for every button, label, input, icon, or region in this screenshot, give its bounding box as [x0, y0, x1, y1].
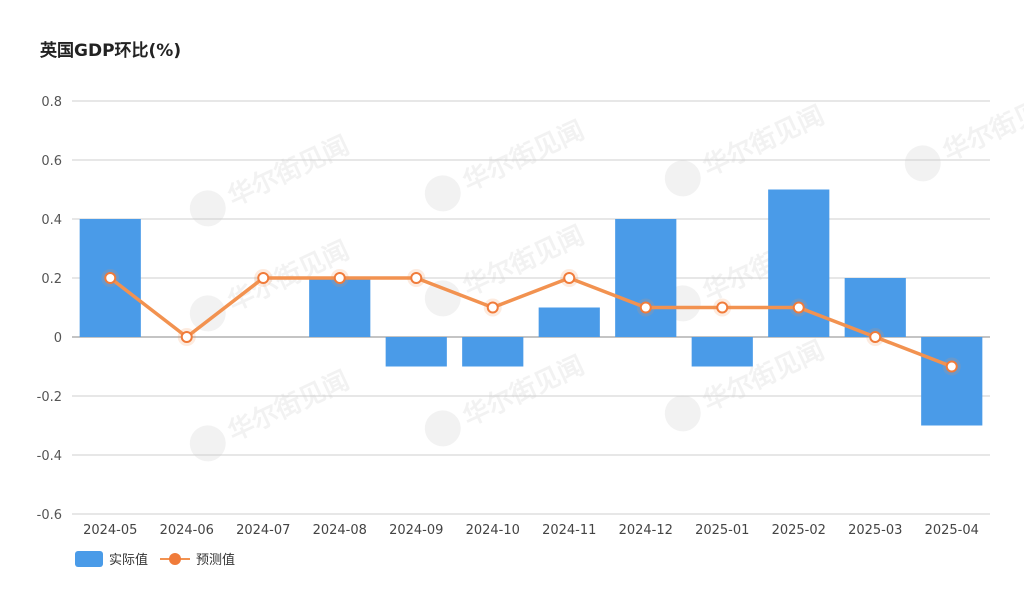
y-tick-label: 0.4 [41, 213, 62, 228]
watermark-logo-icon [904, 145, 941, 182]
y-tick-label: 0.2 [41, 272, 62, 287]
x-tick-label: 2025-02 [772, 523, 826, 538]
watermark-text: 华尔街见闻 [458, 220, 589, 303]
watermark: 华尔街见闻 [904, 85, 1024, 182]
watermark-text: 华尔街见闻 [223, 130, 354, 213]
y-tick-label: 0.8 [41, 95, 62, 110]
legend-item-actual[interactable]: 实际值 [75, 549, 148, 568]
point [792, 301, 805, 314]
x-axis-ticks: 2024-05 2024-06 2024-07 2024-08 2024-09 2024-… [83, 523, 979, 538]
watermark-text: 华尔街见闻 [223, 365, 354, 448]
legend: 实际值 预测值 [75, 549, 247, 568]
bar [538, 307, 600, 337]
bar [309, 278, 371, 337]
watermark-logo-icon [189, 425, 226, 462]
watermark-logo-icon [189, 190, 226, 227]
x-tick-label: 2025-01 [695, 523, 749, 538]
point [639, 301, 652, 314]
point [333, 272, 346, 284]
legend-item-forecast[interactable]: 预测值 [160, 549, 235, 568]
point [869, 331, 882, 343]
y-axis-ticks: 0.8 0.6 0.4 0.2 0 -0.2 -0.4 -0.6 [37, 95, 62, 523]
watermark-logo-icon [424, 280, 461, 317]
y-tick-label: -0.6 [37, 508, 62, 523]
bar [615, 219, 677, 337]
x-tick-label: 2024-11 [542, 523, 596, 538]
bar [385, 337, 447, 367]
bar-swatch-icon [75, 550, 103, 567]
watermark-text: 华尔街见闻 [458, 115, 589, 198]
watermark: 华尔街见闻 [664, 100, 829, 197]
y-tick-label: 0 [54, 331, 62, 346]
point [104, 272, 117, 284]
watermark-text: 华尔街见闻 [938, 85, 1024, 168]
line-series [101, 269, 961, 376]
x-tick-label: 2025-03 [848, 523, 902, 538]
bar [921, 337, 983, 426]
y-tick-label: -0.4 [37, 449, 62, 464]
x-tick-label: 2024-12 [619, 523, 673, 538]
x-tick-label: 2024-06 [160, 523, 214, 538]
watermark-logo-icon [664, 395, 701, 432]
bar [844, 278, 906, 337]
legend-label-forecast: 预测值 [196, 553, 236, 568]
point [257, 272, 270, 284]
point [410, 272, 423, 284]
x-tick-label: 2024-10 [466, 523, 520, 538]
watermark-text: 华尔街见闻 [698, 100, 829, 183]
bar [691, 337, 753, 367]
watermark-logo-icon [424, 175, 461, 212]
watermark-logo-icon [424, 410, 461, 447]
point [945, 360, 958, 373]
watermark-logo-icon [664, 160, 701, 197]
x-tick-label: 2024-05 [83, 523, 137, 538]
point [716, 301, 729, 314]
watermark: 华尔街见闻 [189, 130, 354, 227]
y-tick-label: -0.2 [37, 390, 62, 405]
forecast-line [109, 276, 953, 369]
watermark: 华尔街见闻 [424, 220, 589, 317]
point [563, 272, 576, 284]
x-tick-label: 2024-08 [313, 523, 367, 538]
grid-lines [72, 100, 990, 515]
y-tick-label: 0.6 [41, 154, 62, 169]
x-tick-label: 2024-09 [389, 523, 443, 538]
x-tick-label: 2024-07 [236, 523, 290, 538]
watermark: 华尔街见闻 [424, 115, 589, 212]
x-tick-label: 2025-04 [925, 523, 979, 538]
point [486, 301, 499, 314]
legend-label-actual: 实际值 [109, 553, 149, 568]
watermark-logo-icon [189, 295, 226, 332]
line-swatch-icon [160, 551, 191, 567]
chart-title: 英国GDP环比(%) [40, 41, 182, 61]
point [180, 331, 193, 343]
bar-series [79, 189, 983, 426]
bar [462, 337, 524, 367]
watermark: 华尔街见闻 [189, 365, 354, 462]
